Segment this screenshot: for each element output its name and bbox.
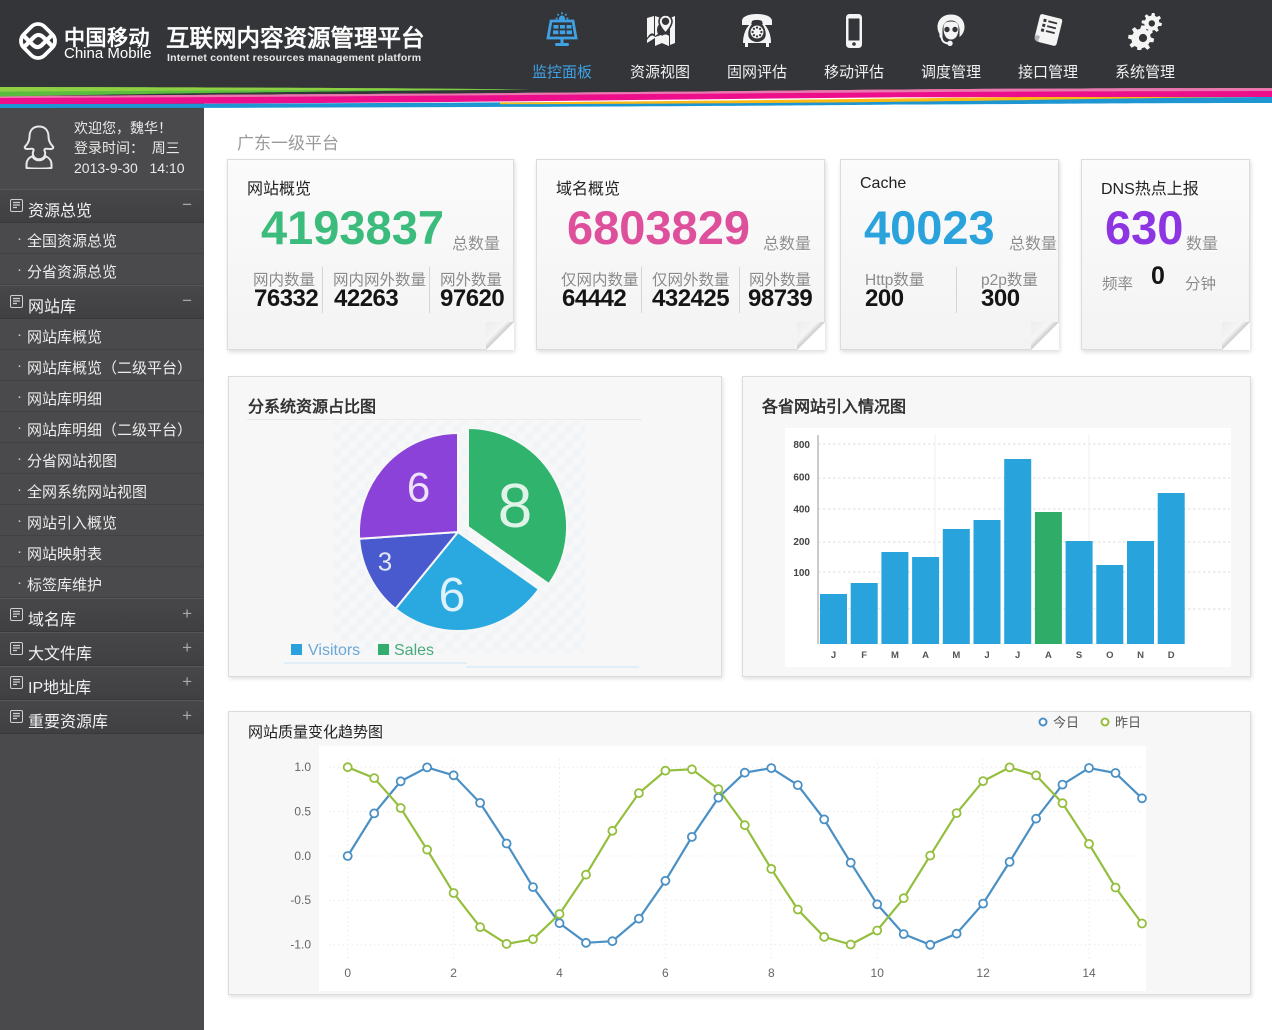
svg-text:J: J bbox=[831, 650, 836, 661]
svg-text:F: F bbox=[861, 650, 867, 661]
svg-text:6: 6 bbox=[662, 966, 669, 980]
svg-text:O: O bbox=[1106, 650, 1113, 661]
svg-text:0.5: 0.5 bbox=[294, 805, 311, 819]
svg-text:0: 0 bbox=[344, 966, 351, 980]
svg-text:10: 10 bbox=[871, 966, 885, 980]
svg-text:4: 4 bbox=[556, 966, 563, 980]
svg-text:A: A bbox=[1045, 650, 1052, 661]
svg-text:400: 400 bbox=[793, 505, 810, 516]
svg-text:J: J bbox=[984, 650, 989, 661]
svg-text:6: 6 bbox=[439, 569, 466, 622]
svg-text:-0.5: -0.5 bbox=[290, 893, 311, 907]
svg-text:12: 12 bbox=[976, 966, 990, 980]
svg-text:昨日: 昨日 bbox=[1115, 715, 1141, 730]
svg-text:8: 8 bbox=[768, 966, 775, 980]
svg-text:600: 600 bbox=[793, 473, 810, 484]
svg-text:800: 800 bbox=[793, 440, 810, 451]
svg-text:今日: 今日 bbox=[1053, 715, 1079, 730]
svg-text:100: 100 bbox=[793, 568, 810, 579]
svg-text:N: N bbox=[1137, 650, 1144, 661]
svg-text:A: A bbox=[922, 650, 929, 661]
svg-text:0.0: 0.0 bbox=[294, 849, 311, 863]
svg-text:Sales: Sales bbox=[394, 642, 434, 659]
svg-text:-1.0: -1.0 bbox=[290, 938, 311, 952]
svg-text:1.0: 1.0 bbox=[294, 760, 311, 774]
svg-text:S: S bbox=[1076, 650, 1082, 661]
svg-text:3: 3 bbox=[378, 547, 392, 577]
svg-text:200: 200 bbox=[793, 537, 810, 548]
svg-text:J: J bbox=[1015, 650, 1020, 661]
svg-text:D: D bbox=[1168, 650, 1175, 661]
svg-text:2: 2 bbox=[450, 966, 457, 980]
svg-text:6: 6 bbox=[407, 464, 430, 511]
svg-text:14: 14 bbox=[1082, 966, 1096, 980]
svg-text:Visitors: Visitors bbox=[308, 642, 360, 659]
svg-text:8: 8 bbox=[498, 472, 532, 541]
svg-text:M: M bbox=[891, 650, 899, 661]
svg-text:M: M bbox=[952, 650, 960, 661]
